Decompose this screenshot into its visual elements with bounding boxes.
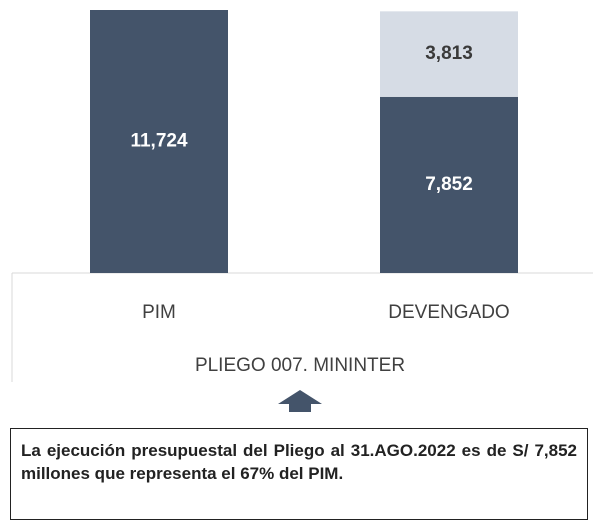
x-axis-title: PLIEGO 007. MININTER xyxy=(195,355,405,376)
arrow xyxy=(278,390,322,412)
note-box: La ejecución presupuestal del Pliego al … xyxy=(10,428,588,520)
data-label: 3,813 xyxy=(425,43,473,64)
bar-segment xyxy=(380,11,518,97)
data-label: 11,724 xyxy=(130,131,187,152)
data-label: 7,852 xyxy=(425,174,473,195)
x-tick-label: PIM xyxy=(142,302,176,323)
bar-segment xyxy=(90,10,228,273)
x-tick-label: DEVENGADO xyxy=(388,302,509,323)
bar-segment xyxy=(380,96,518,273)
